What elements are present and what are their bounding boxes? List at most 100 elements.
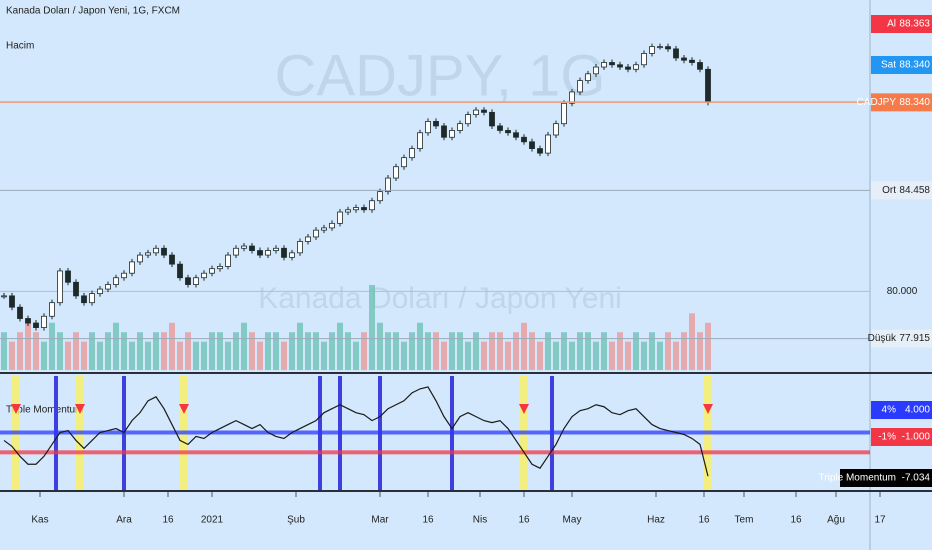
volume-bar (457, 332, 463, 370)
candle (1, 295, 7, 298)
candle (561, 102, 567, 125)
volume-bar (409, 332, 415, 370)
price-label-box (871, 15, 932, 33)
volume-bar (145, 341, 151, 370)
volume-bar (281, 341, 287, 370)
volume-bar (17, 332, 23, 370)
volume-bar (305, 332, 311, 370)
price-label-value: 77.915 (899, 333, 930, 344)
candle (697, 62, 703, 70)
candle (257, 250, 263, 256)
candle (529, 141, 535, 149)
volume-bar (577, 332, 583, 370)
candle (65, 270, 71, 283)
volume-bar (481, 341, 487, 370)
volume-bar (33, 332, 39, 370)
candle (385, 177, 391, 193)
candle (633, 64, 639, 70)
volume-bar (129, 341, 135, 370)
price-label-value: 88.340 (899, 60, 930, 71)
volume-bar (689, 313, 695, 370)
level-line (0, 450, 870, 455)
candle (137, 254, 143, 263)
candle (417, 132, 423, 149)
last-value-box (840, 469, 932, 487)
volume-bar (513, 332, 519, 370)
volume-bar (81, 341, 87, 370)
volume-bar (585, 332, 591, 370)
signal-arrow (11, 404, 21, 414)
volume-bar (57, 332, 63, 370)
volume-bar (161, 332, 167, 370)
volume-bar (137, 332, 143, 370)
volume-bar (353, 341, 359, 370)
candle (681, 57, 687, 61)
volume-bar (553, 341, 559, 370)
volume-bar (681, 332, 687, 370)
candle (233, 247, 239, 256)
volume-bar (401, 341, 407, 370)
volume-bar (697, 332, 703, 370)
candle (521, 136, 527, 143)
volume-bar (657, 341, 663, 370)
volume-bar (249, 332, 255, 370)
volume-bar (561, 332, 567, 370)
candle (73, 281, 79, 297)
level-label-box (871, 401, 932, 419)
watermark-sub: Kanada Doları / Japon Yeni (258, 282, 622, 315)
volume-bar (1, 332, 7, 370)
x-tick-label: 16 (518, 515, 530, 526)
candle (81, 295, 87, 304)
volume-bar (321, 341, 327, 370)
last-value: -7.034 (902, 473, 931, 484)
price-label-name: Düşük (868, 333, 897, 344)
price-label-name: Al (887, 19, 896, 30)
candle (473, 109, 479, 116)
volume-bar (569, 341, 575, 370)
price-label-value: 84.458 (899, 185, 930, 196)
volume-bar (593, 341, 599, 370)
candle (369, 200, 375, 211)
candle (25, 318, 31, 324)
candle (593, 66, 599, 75)
volume-bar (417, 322, 423, 370)
candle (689, 59, 695, 63)
volume-bar (609, 341, 615, 370)
candle (409, 148, 415, 159)
candle (361, 207, 367, 211)
price-label-box (871, 181, 932, 200)
candle (553, 123, 559, 136)
volume-bar (505, 341, 511, 370)
candle (465, 114, 471, 125)
level-label-name: 4% (882, 405, 897, 416)
candle (665, 46, 671, 50)
candle (177, 263, 183, 279)
volume-bar (225, 341, 231, 370)
candle (145, 252, 151, 256)
volume-bar (329, 332, 335, 370)
x-tick-label: Ağu (827, 515, 845, 526)
level-label-name: -1% (878, 432, 896, 443)
volume-bar (449, 332, 455, 370)
level-label-value: 4.000 (905, 405, 930, 416)
candle (161, 247, 167, 256)
candle (121, 272, 127, 279)
price-label-name: CADJPY (857, 97, 897, 108)
candle (329, 222, 335, 229)
candle (577, 80, 583, 93)
candle (353, 207, 359, 211)
x-tick-label: Ara (116, 515, 132, 526)
price-label-value: 88.340 (899, 97, 930, 108)
volume-bar (545, 332, 551, 370)
volume-bar (65, 341, 71, 370)
candle (225, 254, 231, 267)
volume-bar (297, 322, 303, 370)
candle (281, 247, 287, 258)
x-tick-label: 16 (790, 515, 802, 526)
volume-bar (201, 341, 207, 370)
volume-bar (217, 332, 223, 370)
volume-bar (121, 332, 127, 370)
x-tick-label: Haz (647, 515, 665, 526)
volume-bar (113, 322, 119, 370)
